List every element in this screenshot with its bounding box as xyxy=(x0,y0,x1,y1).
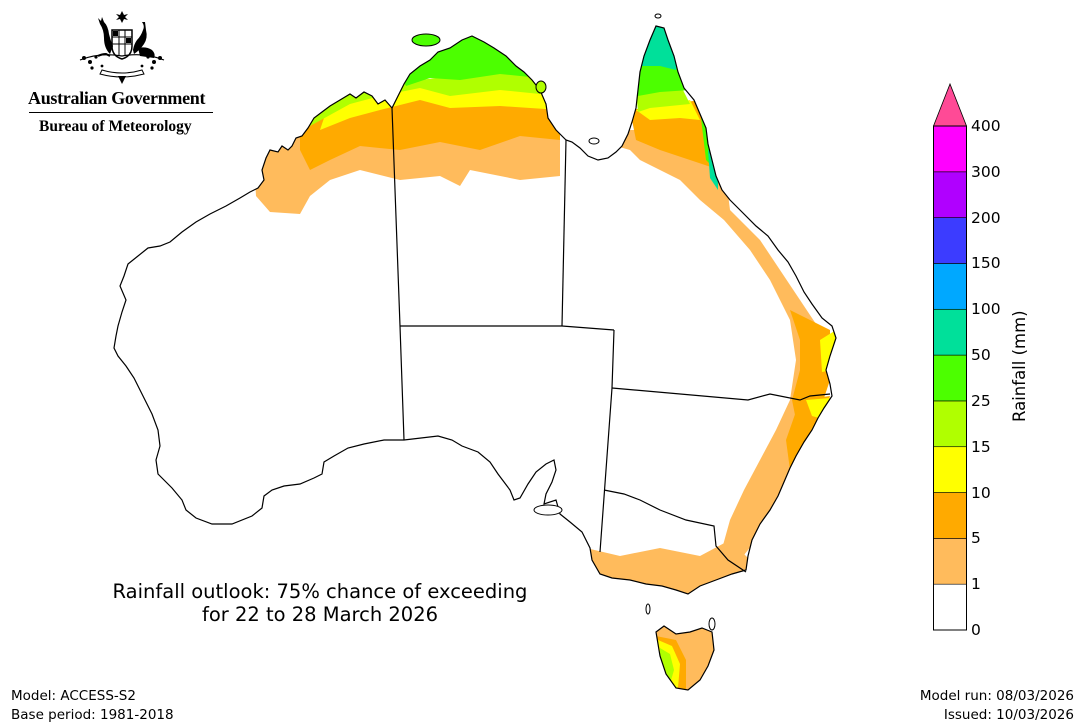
colorbar-tick-100: 100 xyxy=(971,300,1001,319)
colorbar-tick-400: 400 xyxy=(971,117,1001,135)
colorbar-tick-150: 150 xyxy=(971,254,1001,273)
logo-bureau-of-meteorology: Bureau of Meteorology xyxy=(39,118,192,135)
colorbar-bin-100-150 xyxy=(933,263,967,310)
model-name: Model: ACCESS-S2 xyxy=(11,688,136,704)
colorbar-bin-5-10 xyxy=(933,492,967,539)
map-title: Rainfall outlook: 75% chance of exceedin… xyxy=(60,580,580,626)
base-period: Base period: 1981-2018 xyxy=(11,707,174,723)
logo-australian-government: Australian Government xyxy=(28,88,206,108)
issue-info: Model run: 08/03/2026 Issued: 10/03/2026 xyxy=(920,687,1074,725)
colorbar-extend-arrow xyxy=(932,82,968,127)
model-run-date: Model run: 08/03/2026 xyxy=(919,688,1074,704)
rainfall-colorbar xyxy=(932,82,968,631)
colorbar-title: Rainfall (mm) xyxy=(1010,310,1030,552)
tasmania-rainfall-layer xyxy=(656,626,714,690)
model-info: Model: ACCESS-S2 Base period: 1981-2018 xyxy=(11,687,174,725)
colorbar-tick-10: 10 xyxy=(971,483,991,502)
colorbar-bin-15-25 xyxy=(933,400,967,448)
qld-nsw-border xyxy=(611,387,831,401)
map-title-line2: for 22 to 28 March 2026 xyxy=(201,603,439,626)
colorbar-tick-15: 15 xyxy=(971,437,991,456)
colorbar-tick-5: 5 xyxy=(971,529,981,548)
colorbar-tick-200: 200 xyxy=(971,208,1001,227)
nt-qld-border xyxy=(561,139,567,327)
colorbar-bins xyxy=(932,82,968,631)
colorbar-bin-300-400 xyxy=(933,125,967,173)
colorbar-bin-1-5 xyxy=(933,538,967,585)
colorbar-tick-50: 50 xyxy=(971,346,991,365)
colorbar-bin-10-15 xyxy=(933,446,967,493)
colorbar-bin-0-1 xyxy=(933,583,967,631)
colorbar-bin-50-100 xyxy=(933,308,967,356)
colorbar-bin-25-50 xyxy=(933,354,967,402)
islands xyxy=(411,13,716,631)
state-borders xyxy=(391,107,831,573)
colorbar-tick-300: 300 xyxy=(971,162,1001,181)
logo-divider xyxy=(29,112,213,113)
colorbar-bin-150-200 xyxy=(933,217,967,264)
colorbar-bin-200-300 xyxy=(933,171,967,218)
colorbar-tick-1: 1 xyxy=(971,575,981,594)
commonwealth-coat-of-arms-icon xyxy=(79,11,165,84)
colorbar-tick-0: 0 xyxy=(971,621,981,639)
map-title-line1: Rainfall outlook: 75% chance of exceedin… xyxy=(112,580,528,603)
nsw-vic-border xyxy=(603,489,747,573)
issued-date: Issued: 10/03/2026 xyxy=(943,707,1074,723)
colorbar-title-text: Rainfall (mm) xyxy=(1010,310,1029,422)
colorbar-tick-25: 25 xyxy=(971,391,991,410)
bom-logo: Australian Government Bureau of Meteorol… xyxy=(24,10,220,140)
